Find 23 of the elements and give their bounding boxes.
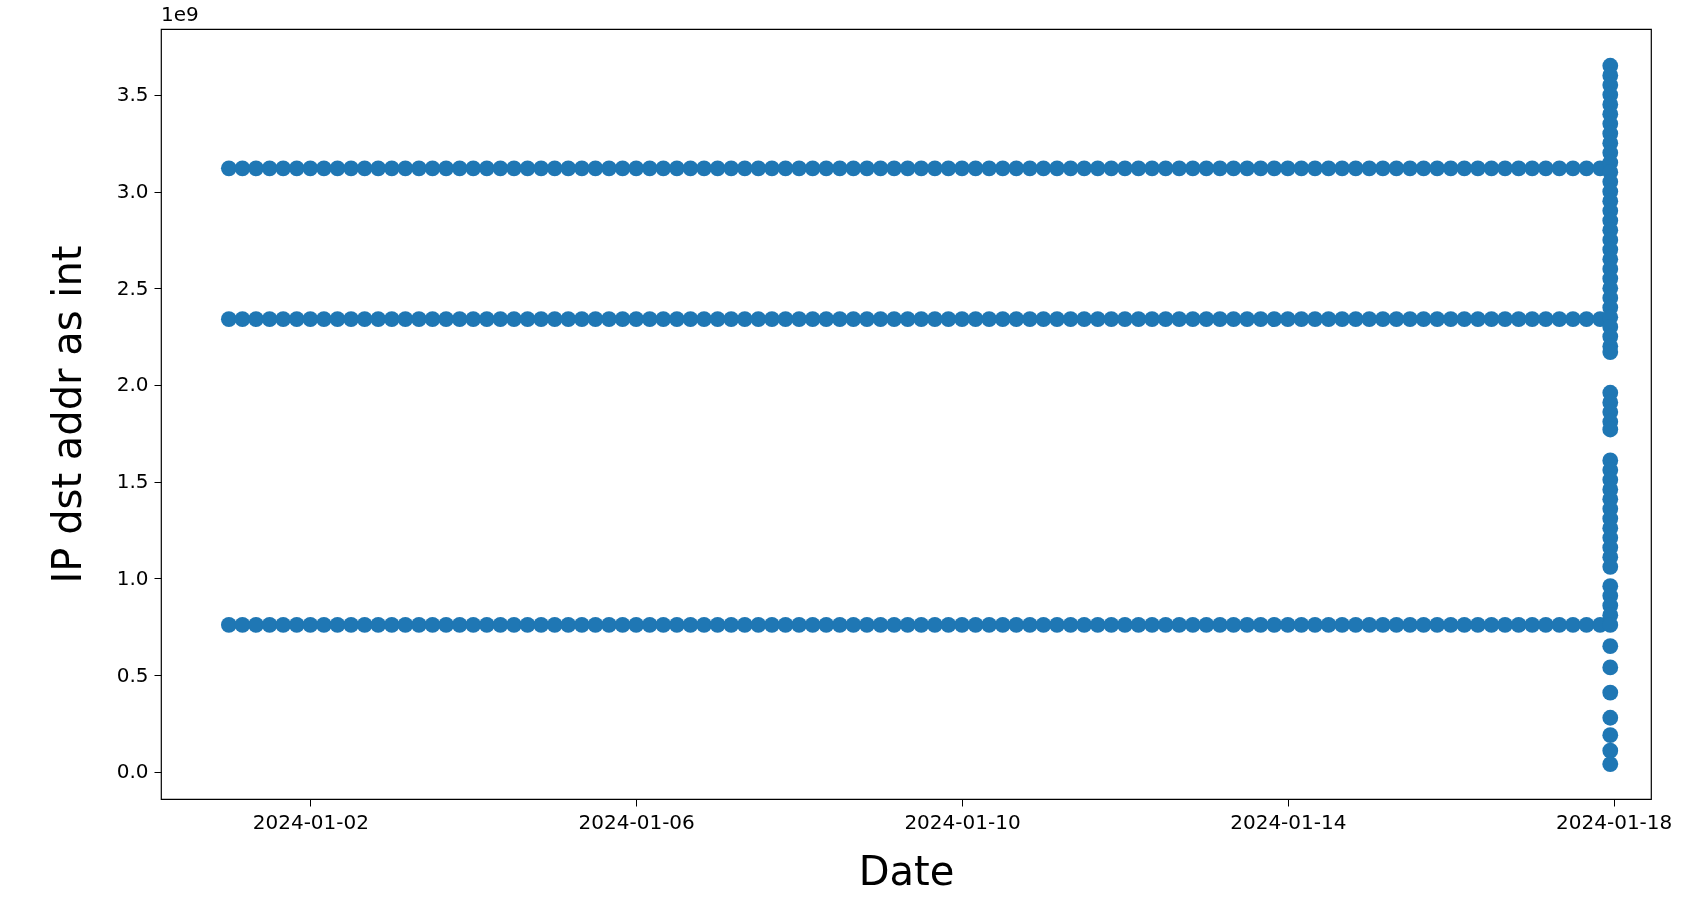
point: [1602, 638, 1619, 655]
x-tick-label: 2024-01-02: [252, 809, 369, 834]
y-axis-title: IP dst addr as int: [43, 245, 90, 584]
x-tick-label: 2024-01-10: [904, 809, 1021, 834]
point: [1602, 756, 1619, 773]
point: [1602, 684, 1619, 701]
y-tick-label: 2.0: [116, 372, 149, 397]
point: [1602, 659, 1619, 676]
y-tick-label: 3.0: [116, 179, 149, 204]
point: [1602, 709, 1619, 726]
x-axis-title: Date: [858, 847, 955, 894]
y-tick-label: 1.0: [116, 565, 149, 590]
text: 1e9: [161, 2, 199, 26]
x-tick-label: 2024-01-14: [1230, 809, 1347, 834]
y-tick-label: 2.5: [116, 275, 149, 300]
y-tick-label: 0.0: [116, 759, 149, 784]
x-tick-label: 2024-01-06: [578, 809, 695, 834]
y-tick-label: 3.5: [116, 82, 149, 107]
y-tick-label: 1.5: [116, 469, 149, 494]
y-tick-label: 0.5: [116, 662, 149, 687]
point: [1602, 742, 1619, 759]
x-tick-label: 2024-01-18: [1556, 809, 1673, 834]
point: [1602, 727, 1619, 744]
